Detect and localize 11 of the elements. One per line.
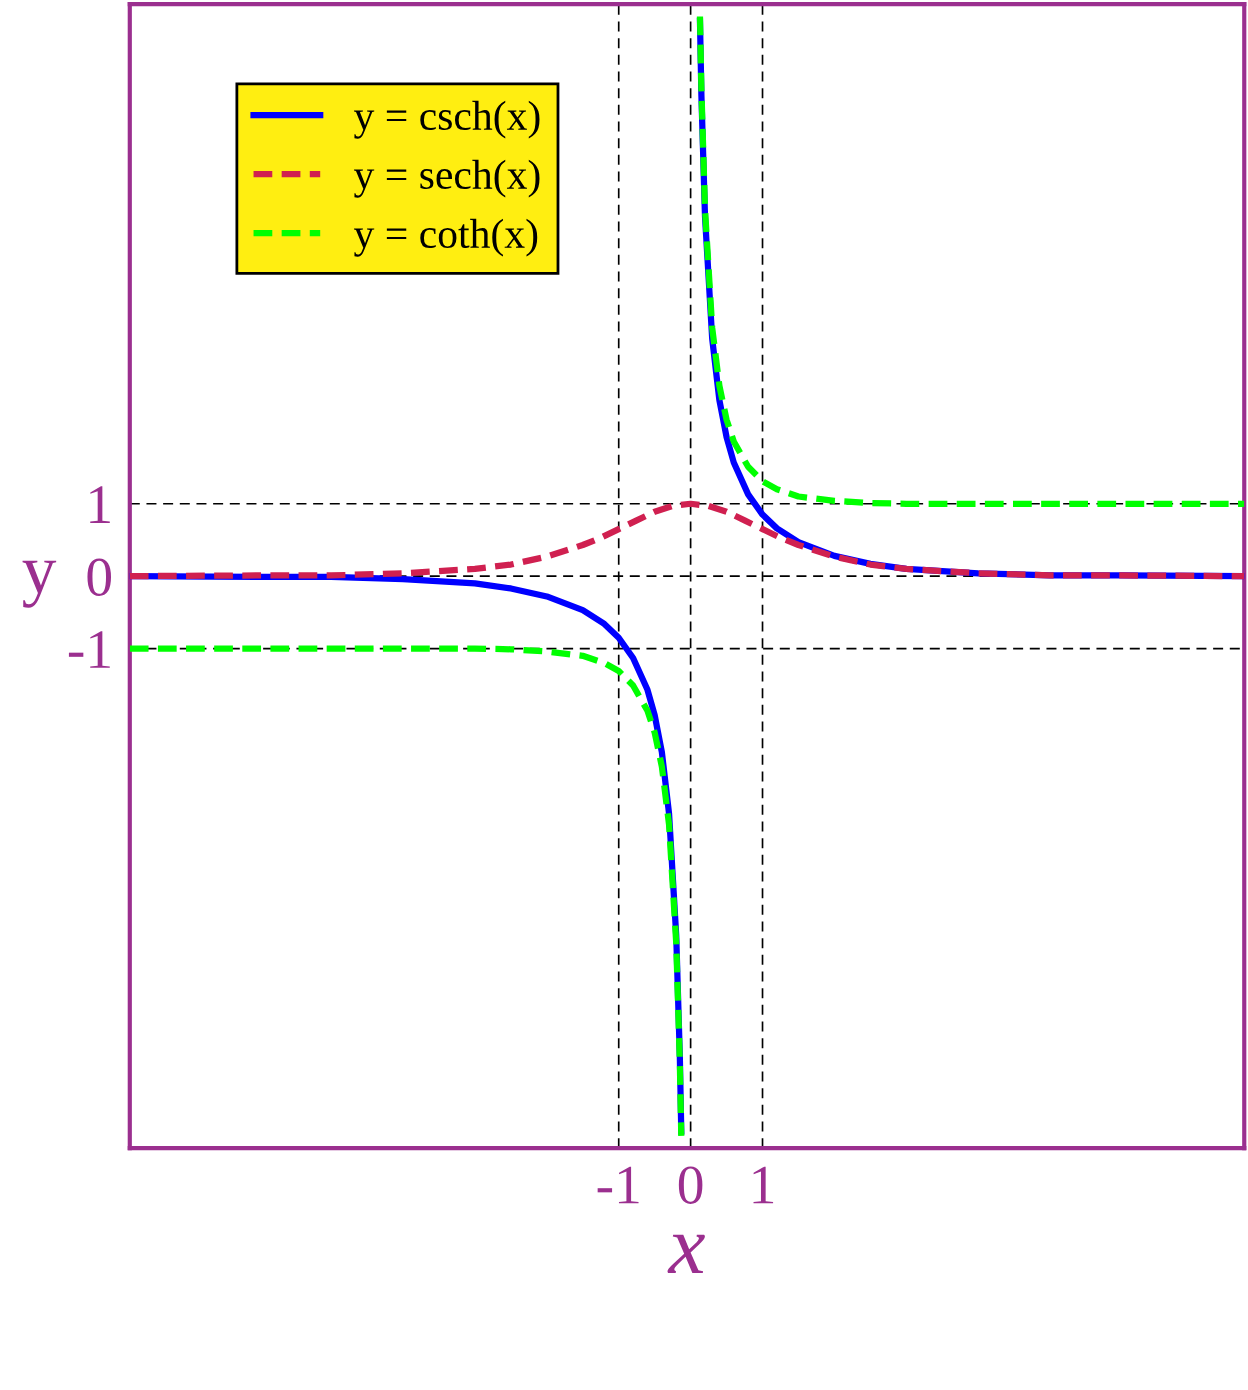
legend-label: y = coth(x) [354, 218, 538, 257]
x-axis-title: x [667, 1234, 705, 1274]
legend-label: y = sech(x) [354, 159, 540, 198]
x-tick-label: 1 [753, 1166, 774, 1204]
y-tick-label: -1 [68, 631, 110, 668]
x-tick-label: -1 [597, 1166, 639, 1204]
y-tick-label: 0 [87, 558, 112, 596]
y-tick-label: 1 [90, 486, 110, 524]
legend-label: y = csch(x) [354, 100, 540, 139]
x-tick-label: 0 [678, 1166, 703, 1204]
y-axis-title: y [22, 560, 57, 608]
